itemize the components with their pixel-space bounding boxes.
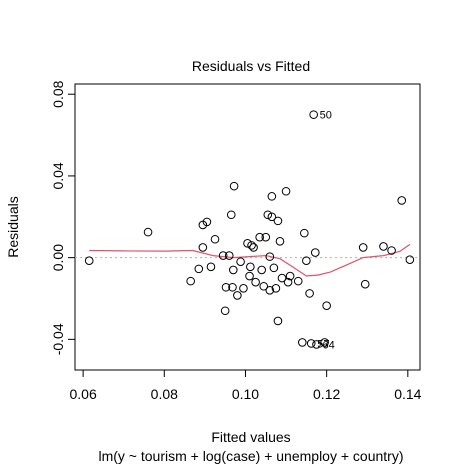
- data-point: [243, 239, 252, 248]
- x-tick-label: 0.06: [69, 386, 96, 402]
- data-point: [259, 281, 269, 291]
- data-point: [224, 251, 234, 260]
- data-point: [285, 271, 295, 281]
- data-point: [246, 262, 255, 272]
- data-point: [251, 277, 260, 287]
- x-tick-label: 0.12: [313, 386, 340, 402]
- data-point: [297, 338, 307, 347]
- data-point: [293, 276, 303, 286]
- data-point: [255, 232, 264, 242]
- data-point: [210, 234, 220, 244]
- data-point: [267, 212, 277, 222]
- data-point: [265, 252, 275, 261]
- y-axis-title: Residuals: [5, 196, 21, 257]
- data-point: [387, 246, 396, 255]
- data-point: [236, 257, 245, 267]
- data-point: [283, 277, 293, 287]
- x-tick-label: 0.14: [394, 386, 421, 402]
- data-point: [143, 227, 153, 237]
- data-point: [228, 282, 237, 292]
- data-point: [247, 241, 256, 250]
- y-axis: -0.04 0.00 0.04 0.08: [50, 80, 75, 355]
- data-point: [186, 276, 195, 286]
- data-point: [302, 256, 311, 266]
- point-label: 57: [317, 338, 329, 350]
- data-point: [198, 243, 208, 252]
- y-tick-label: 0.00: [50, 244, 66, 271]
- data-point: [221, 282, 231, 292]
- y-tick-label: 0.08: [50, 80, 66, 107]
- data-point: [228, 265, 238, 275]
- data-point: [245, 271, 254, 281]
- plot-frame: [74, 83, 421, 371]
- x-tick-label: 0.10: [232, 386, 259, 402]
- data-point: [263, 210, 273, 220]
- data-points: [84, 110, 415, 349]
- x-axis: 0.06 0.08 0.10 0.12 0.14: [69, 370, 422, 402]
- x-axis-subtitle: lm(y ~ tourism + log(case) + unemploy + …: [98, 448, 403, 464]
- data-point: [239, 283, 248, 293]
- data-point: [261, 232, 271, 242]
- data-point: [84, 256, 94, 266]
- x-tick-label: 0.08: [151, 386, 178, 402]
- data-point: [202, 217, 212, 227]
- smooth-trend-line: [89, 243, 411, 277]
- data-point: [269, 263, 279, 273]
- chart-title: Residuals vs Fitted: [192, 58, 310, 74]
- data-point: [277, 273, 287, 283]
- y-tick-label: -0.04: [50, 323, 66, 355]
- data-point: [275, 237, 285, 246]
- point-label: 50: [320, 110, 332, 122]
- data-point: [257, 265, 267, 275]
- data-point: [218, 251, 228, 260]
- data-point: [249, 243, 258, 252]
- data-point: [379, 242, 388, 251]
- data-point: [397, 196, 407, 205]
- data-point: [271, 283, 281, 293]
- data-point: [310, 248, 320, 257]
- data-point: [360, 279, 370, 289]
- data-point: [322, 301, 331, 310]
- data-point: [194, 264, 204, 274]
- y-tick-label: 0.04: [50, 162, 66, 189]
- data-point: [358, 243, 368, 252]
- data-point: [305, 289, 314, 298]
- data-point: [206, 262, 216, 272]
- point-labels: 57 50 64: [317, 110, 335, 352]
- data-point: [300, 228, 309, 238]
- data-point: [309, 110, 318, 119]
- data-point: [273, 316, 283, 326]
- data-point: [226, 210, 236, 220]
- data-point: [320, 338, 329, 347]
- data-point: [229, 181, 239, 191]
- data-point: [265, 286, 275, 295]
- data-point: [233, 291, 242, 300]
- data-point: [267, 192, 277, 201]
- data-point: [312, 340, 321, 349]
- data-point: [306, 339, 316, 348]
- data-point: [273, 216, 283, 226]
- data-point: [220, 306, 230, 316]
- point-label: 64: [323, 339, 335, 351]
- x-axis-title: Fitted values: [211, 429, 290, 445]
- data-point: [281, 186, 291, 196]
- data-point: [405, 255, 415, 264]
